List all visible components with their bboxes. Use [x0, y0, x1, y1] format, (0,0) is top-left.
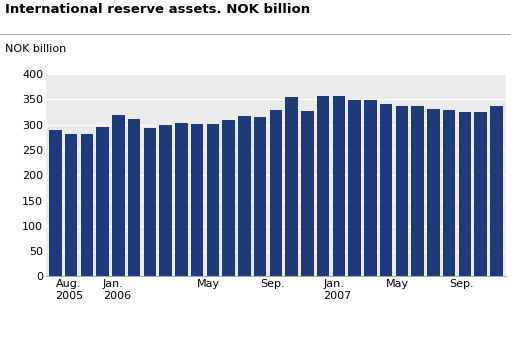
Bar — [81, 134, 93, 276]
Bar — [474, 112, 487, 276]
Bar — [443, 110, 455, 276]
Bar — [317, 96, 330, 276]
Bar — [270, 110, 282, 276]
Bar — [301, 111, 314, 276]
Bar — [380, 104, 392, 276]
Bar — [427, 109, 440, 276]
Bar — [396, 106, 408, 276]
Bar — [254, 117, 267, 276]
Bar — [49, 130, 62, 276]
Bar — [144, 128, 156, 276]
Bar — [97, 127, 109, 276]
Text: International reserve assets. NOK billion: International reserve assets. NOK billio… — [5, 3, 310, 17]
Bar — [222, 120, 235, 276]
Bar — [65, 134, 78, 276]
Bar — [112, 115, 125, 276]
Bar — [333, 96, 345, 276]
Bar — [175, 123, 188, 276]
Bar — [191, 124, 203, 276]
Bar — [238, 116, 251, 276]
Bar — [364, 100, 377, 276]
Bar — [159, 125, 172, 276]
Bar — [128, 119, 141, 276]
Bar — [490, 106, 503, 276]
Bar — [285, 97, 298, 276]
Bar — [459, 112, 471, 276]
Text: NOK billion: NOK billion — [5, 44, 66, 54]
Bar — [411, 106, 424, 276]
Bar — [349, 100, 361, 276]
Bar — [206, 124, 219, 276]
